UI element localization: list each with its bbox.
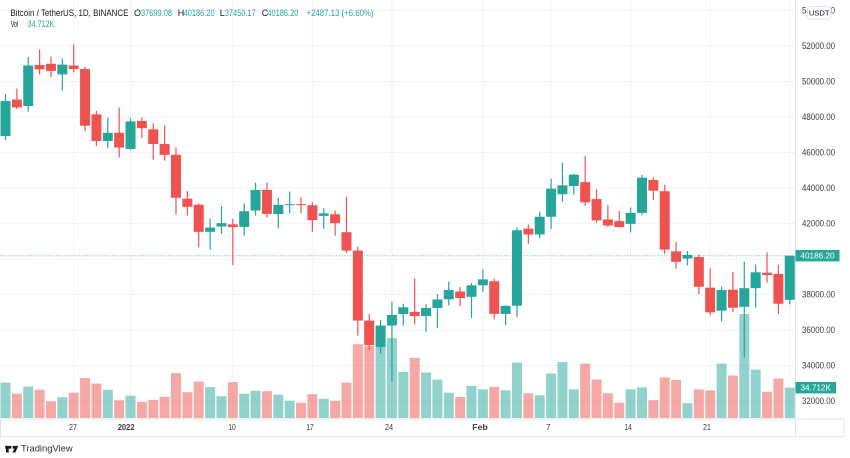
- svg-text:40186.20: 40186.20: [800, 252, 835, 261]
- svg-text:17: 17: [306, 422, 314, 432]
- svg-text:C: C: [262, 8, 269, 18]
- svg-text:38000.00: 38000.00: [802, 290, 835, 300]
- svg-text:46000.00: 46000.00: [802, 148, 835, 158]
- svg-text:32000.00: 32000.00: [802, 396, 835, 406]
- svg-text:14: 14: [624, 422, 632, 432]
- svg-text:27: 27: [69, 422, 77, 432]
- svg-text:40186.20: 40186.20: [267, 8, 298, 18]
- svg-text:Feb: Feb: [472, 422, 488, 432]
- svg-text:40186.20: 40186.20: [184, 8, 215, 18]
- svg-text:34.712K: 34.712K: [800, 384, 831, 393]
- svg-text:2022: 2022: [118, 422, 135, 432]
- svg-text:O: O: [134, 8, 141, 18]
- svg-text:10: 10: [228, 422, 236, 432]
- svg-text:36000.00: 36000.00: [802, 325, 835, 335]
- svg-text:50000.00: 50000.00: [802, 77, 835, 87]
- svg-text:52000.00: 52000.00: [802, 41, 835, 51]
- svg-text:Vol: Vol: [11, 19, 19, 29]
- svg-text:+2487.13 (+6.60%): +2487.13 (+6.60%): [307, 8, 374, 18]
- svg-text:Bitcoin / TetherUS, 1D, BINANC: Bitcoin / TetherUS, 1D, BINANCE: [11, 8, 129, 18]
- svg-text:44000.00: 44000.00: [802, 183, 835, 193]
- svg-text:21: 21: [703, 422, 711, 432]
- svg-text:TradingView: TradingView: [21, 442, 73, 453]
- svg-text:37699.08: 37699.08: [141, 8, 172, 18]
- svg-text:L: L: [220, 8, 225, 18]
- svg-text:37450.17: 37450.17: [225, 8, 256, 18]
- svg-text:USDT: USDT: [809, 9, 830, 18]
- svg-text:48000.00: 48000.00: [802, 112, 835, 122]
- svg-text:34000.00: 34000.00: [802, 361, 835, 371]
- svg-text:24: 24: [385, 422, 393, 432]
- svg-text:H: H: [178, 8, 185, 18]
- svg-text:7: 7: [546, 422, 551, 432]
- svg-text:34.712K: 34.712K: [28, 19, 55, 29]
- svg-text:42000.00: 42000.00: [802, 219, 835, 229]
